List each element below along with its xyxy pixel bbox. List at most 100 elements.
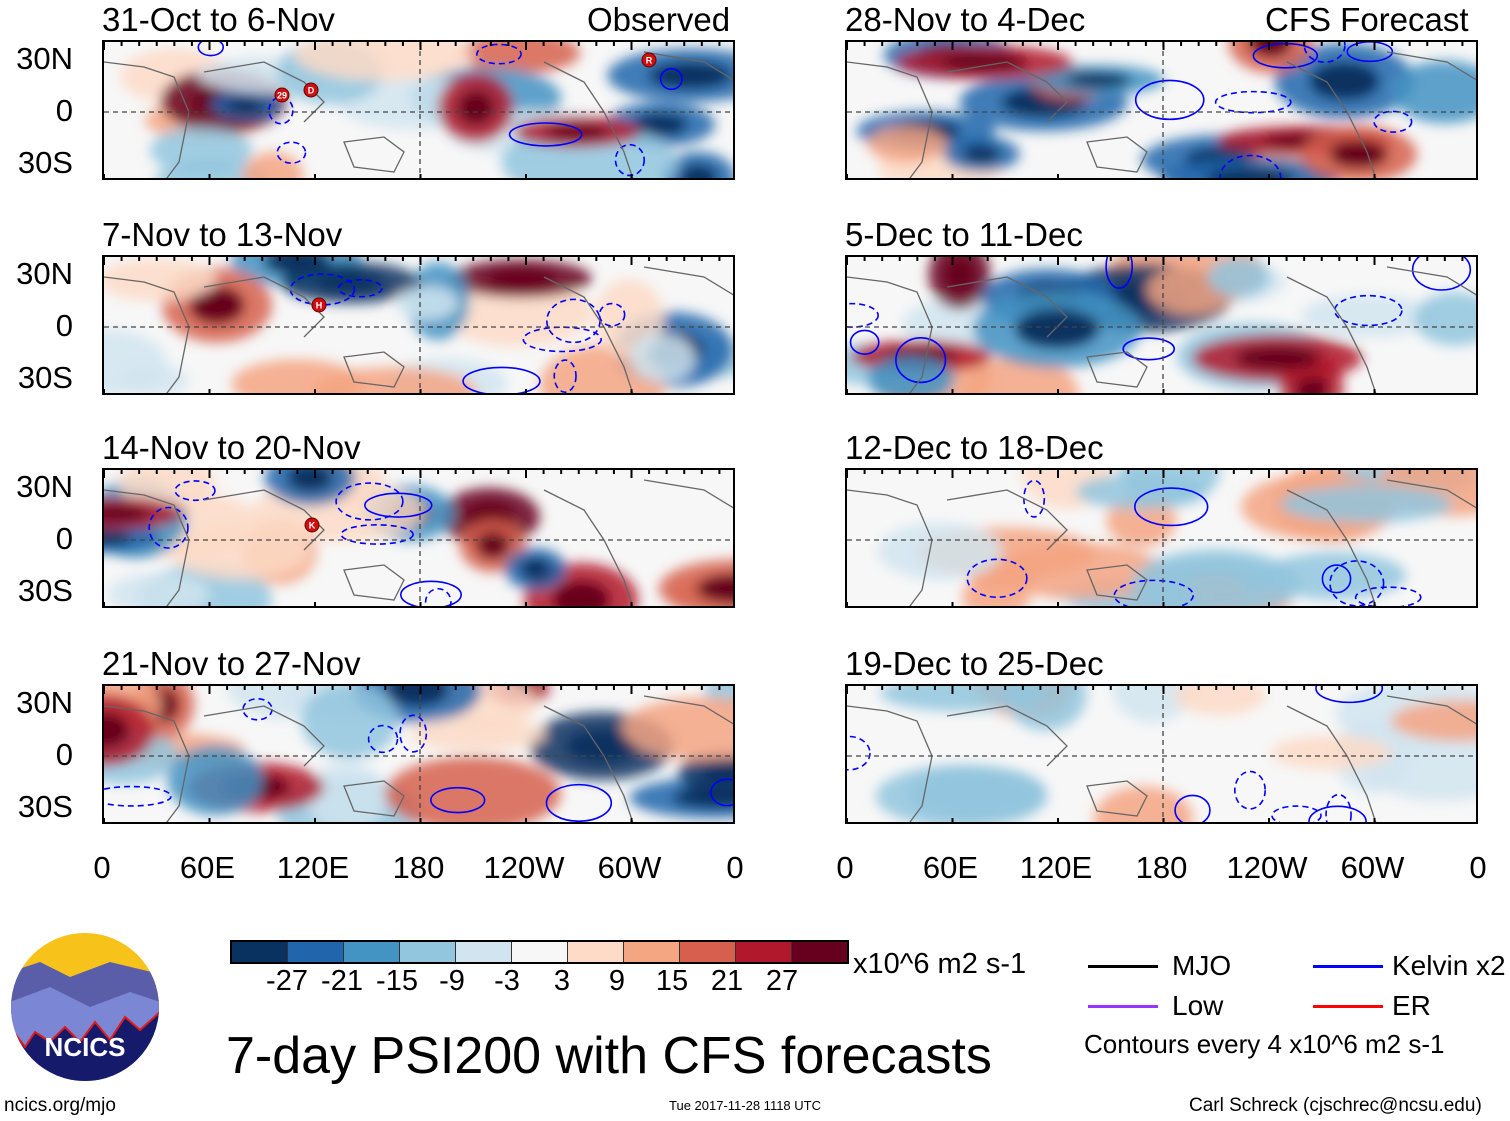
kelvin-contour	[364, 492, 433, 518]
kelvin-contour	[337, 278, 383, 298]
legend-mjo-label: MJO	[1172, 950, 1232, 981]
colorbar-tick-label: -21	[321, 965, 363, 997]
coastline	[946, 276, 1068, 338]
anomaly-shading	[104, 258, 217, 302]
coastline	[343, 351, 405, 388]
x-tick-label: 60E	[179, 850, 236, 885]
storm-label: H	[316, 301, 323, 311]
y-tick-label: 30N	[16, 469, 73, 504]
coastline	[343, 136, 405, 173]
legend-er-line	[1313, 1005, 1383, 1008]
observed-label: Observed	[587, 1, 731, 38]
coastline	[1086, 564, 1148, 601]
observed-map-panel: 29 D R	[102, 40, 735, 180]
colorbar-tick-label: -27	[266, 965, 308, 997]
kelvin-contour	[847, 302, 879, 328]
kelvin-contour	[598, 302, 626, 327]
coastline	[643, 266, 733, 296]
tropical-cyclone-icon: H	[311, 297, 327, 313]
x-tick-label: 120E	[1019, 850, 1093, 885]
y-tick-label: 30S	[17, 145, 73, 180]
colorbar-swatch	[344, 942, 400, 962]
coastline	[343, 564, 405, 601]
kelvin-contour	[276, 141, 307, 164]
y-tick-label: 30N	[16, 685, 73, 720]
colorbar-tick-label: -3	[494, 965, 520, 997]
colorbar-swatch	[232, 942, 288, 962]
x-tick-label: 0	[836, 850, 854, 885]
kelvin-contour	[289, 273, 356, 306]
panel-title: 12-Dec to 18-Dec	[845, 429, 1104, 466]
kelvin-contour	[400, 580, 462, 606]
coastline	[1386, 479, 1476, 509]
kelvin-contour	[197, 42, 225, 57]
kelvin-contour	[1354, 586, 1422, 606]
colorbar-tick-label: 9	[608, 965, 626, 997]
kelvin-contour	[614, 143, 646, 177]
coastline	[1086, 351, 1148, 388]
legend-kelvin-label: Kelvin x2	[1392, 950, 1506, 981]
tropical-cyclone-icon: R	[641, 52, 657, 68]
coastline	[1386, 266, 1476, 296]
kelvin-contour	[430, 786, 486, 814]
kelvin-contour	[1321, 564, 1352, 594]
x-tick-label: 120W	[1226, 850, 1308, 885]
coastline	[203, 489, 325, 551]
kelvin-contour	[335, 482, 404, 521]
kelvin-contour	[1219, 154, 1282, 178]
coastline	[1386, 51, 1476, 81]
colorbar-tick-label: -9	[439, 965, 465, 997]
x-tick-label: 0	[1469, 850, 1487, 885]
anomaly-shading	[1173, 686, 1267, 716]
kelvin-contour	[1134, 79, 1205, 121]
anomaly-shading	[170, 524, 310, 580]
legend-er-label: ER	[1392, 990, 1431, 1021]
y-tick-label: 30N	[16, 256, 73, 291]
kelvin-contour	[710, 778, 733, 807]
forecast-map-panel	[845, 40, 1478, 180]
panel-title: 14-Nov to 20-Nov	[102, 429, 361, 466]
kelvin-contour	[1303, 42, 1346, 63]
ncics-logo-text: NCICS	[45, 1032, 126, 1062]
coastline	[104, 276, 190, 393]
coastline	[847, 276, 933, 393]
kelvin-contour	[553, 359, 577, 393]
anomaly-shading	[621, 696, 733, 761]
anomaly-shading	[1270, 735, 1392, 770]
colorbar-swatch	[288, 942, 344, 962]
x-tick-label: 60W	[1340, 850, 1405, 885]
kelvin-contour	[340, 524, 414, 545]
colorbar-tick-label: 27	[765, 965, 799, 997]
kelvin-contour	[424, 587, 452, 606]
kelvin-contour	[462, 366, 541, 393]
y-tick-label: 0	[55, 737, 73, 772]
colorbar-swatch	[400, 942, 456, 962]
anomaly-shading	[875, 764, 1048, 822]
colorbar-swatch	[792, 942, 847, 962]
kelvin-contour	[104, 785, 172, 807]
colorbar-swatch	[624, 942, 680, 962]
storm-label: R	[646, 56, 653, 66]
kelvin-contour	[1325, 793, 1352, 822]
kelvin-contour	[1346, 42, 1394, 63]
kelvin-contour	[659, 67, 683, 91]
y-tick-label: 0	[55, 308, 73, 343]
storm-label: K	[309, 521, 316, 531]
kelvin-contour	[1134, 487, 1209, 527]
legend-kelvin-line	[1313, 965, 1383, 968]
footer-url[interactable]: ncics.org/mjo	[4, 1095, 116, 1116]
coastline	[104, 61, 190, 178]
coastline	[847, 705, 933, 822]
coastline	[104, 705, 190, 822]
x-tick-label: 60W	[597, 850, 662, 885]
anomaly-shading	[1414, 292, 1476, 346]
colorbar-tick-label: 15	[655, 965, 689, 997]
coastline	[643, 51, 733, 81]
anomaly-shading	[867, 355, 955, 393]
y-tick-label: 30S	[17, 789, 73, 824]
footer-timestamp: Tue 2017-11-28 1118 UTC	[669, 1098, 821, 1113]
y-tick-label: 0	[55, 93, 73, 128]
panel-title: 5-Dec to 11-Dec	[845, 216, 1083, 253]
x-tick-label: 0	[93, 850, 111, 885]
kelvin-contour	[1105, 257, 1134, 290]
